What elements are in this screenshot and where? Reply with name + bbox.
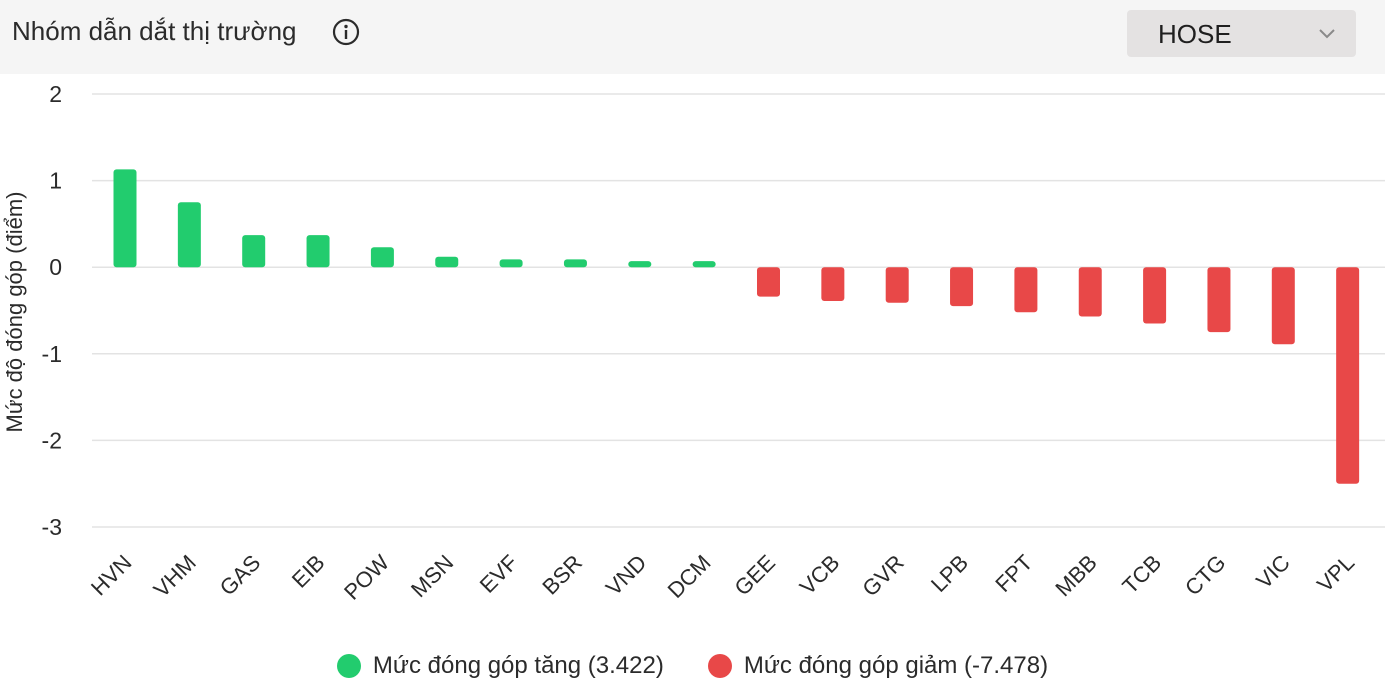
legend-item-negative[interactable]: Mức đóng góp giảm (-7.478) xyxy=(707,652,1049,680)
x-tick-label: HVN xyxy=(86,550,137,601)
gridlines: 2 1 0 -1 -2 -3 xyxy=(42,81,1385,540)
bar-lpb[interactable] xyxy=(950,267,974,307)
y-tick-label: -3 xyxy=(42,514,62,540)
x-tick-label: MBB xyxy=(1050,550,1101,601)
page-title: Nhóm dẫn dắt thị trường xyxy=(12,16,297,46)
x-tick-label: VCB xyxy=(795,550,845,600)
bar-vnd[interactable] xyxy=(628,261,652,268)
legend-label-negative: Mức đóng góp giảm (-7.478) xyxy=(743,652,1049,679)
legend: Mức đóng góp tăng (3.422) Mức đóng góp g… xyxy=(0,652,1385,680)
x-tick-label: VND xyxy=(601,550,652,601)
bar-vic[interactable] xyxy=(1271,267,1295,345)
bar-gvr[interactable] xyxy=(885,267,909,303)
x-tick-label: GVR xyxy=(857,550,908,601)
bar-eib[interactable] xyxy=(306,235,330,268)
y-tick-label: -1 xyxy=(42,341,62,367)
x-tick-label: GEE xyxy=(729,550,780,601)
x-tick-label: POW xyxy=(339,550,394,605)
x-tick-label: EVF xyxy=(475,550,523,598)
header-bar: Nhóm dẫn dắt thị trường HOSE xyxy=(0,0,1385,74)
x-tick-label: CTG xyxy=(1180,550,1231,601)
x-tick-label: MSN xyxy=(406,550,458,602)
legend-item-positive[interactable]: Mức đóng góp tăng (3.422) xyxy=(336,652,664,680)
bar-fpt[interactable] xyxy=(1014,267,1038,313)
y-tick-label: 0 xyxy=(49,254,62,280)
bar-dcm[interactable] xyxy=(692,261,716,268)
bar-tcb[interactable] xyxy=(1143,267,1167,324)
bar-vhm[interactable] xyxy=(177,202,201,268)
legend-dot-positive xyxy=(336,654,361,678)
x-tick-label: BSR xyxy=(537,550,587,600)
y-tick-label: 1 xyxy=(49,168,62,194)
y-axis-label: Mức độ đóng góp (điểm) xyxy=(2,192,27,433)
x-tick-label: FPT xyxy=(990,550,1037,597)
x-tick-label: GAS xyxy=(215,550,266,601)
exchange-select-value: HOSE xyxy=(1158,19,1232,49)
bar-ctg[interactable] xyxy=(1207,267,1231,333)
bar-evf[interactable] xyxy=(499,259,523,268)
x-tick-label: VHM xyxy=(149,550,201,602)
x-tick-label: EIB xyxy=(287,550,330,593)
x-axis-labels: HVN VHM GAS EIB POW MSN EVF BSR VND DCM GEE VCB GVR L… xyxy=(86,550,1359,605)
bar-vpl[interactable] xyxy=(1336,267,1360,484)
bar-hvn[interactable] xyxy=(113,169,137,268)
y-tick-label: -2 xyxy=(42,427,62,453)
exchange-select[interactable]: HOSE xyxy=(1127,10,1356,57)
bars xyxy=(113,169,1360,484)
chevron-down-icon xyxy=(1319,29,1335,39)
legend-label-positive: Mức đóng góp tăng (3.422) xyxy=(372,652,664,679)
x-tick-label: TCB xyxy=(1117,550,1166,599)
bar-bsr[interactable] xyxy=(563,259,587,268)
info-circle-icon[interactable] xyxy=(332,18,360,46)
bar-msn[interactable] xyxy=(435,256,459,268)
bar-vcb[interactable] xyxy=(821,267,845,301)
x-tick-label: LPB xyxy=(926,550,973,597)
bar-pow[interactable] xyxy=(370,247,394,268)
x-tick-label: DCM xyxy=(663,550,716,603)
y-tick-label: 2 xyxy=(49,81,62,107)
bar-gas[interactable] xyxy=(242,235,266,268)
legend-dot-negative xyxy=(707,654,732,678)
bar-mbb[interactable] xyxy=(1078,267,1102,317)
x-tick-label: VIC xyxy=(1251,550,1295,594)
x-tick-label: VPL xyxy=(1312,550,1359,597)
bar-chart: Mức độ đóng góp (điểm) 2 1 0 -1 -2 -3 HVN VHM G… xyxy=(2,81,1385,605)
bar-gee[interactable] xyxy=(757,267,780,297)
